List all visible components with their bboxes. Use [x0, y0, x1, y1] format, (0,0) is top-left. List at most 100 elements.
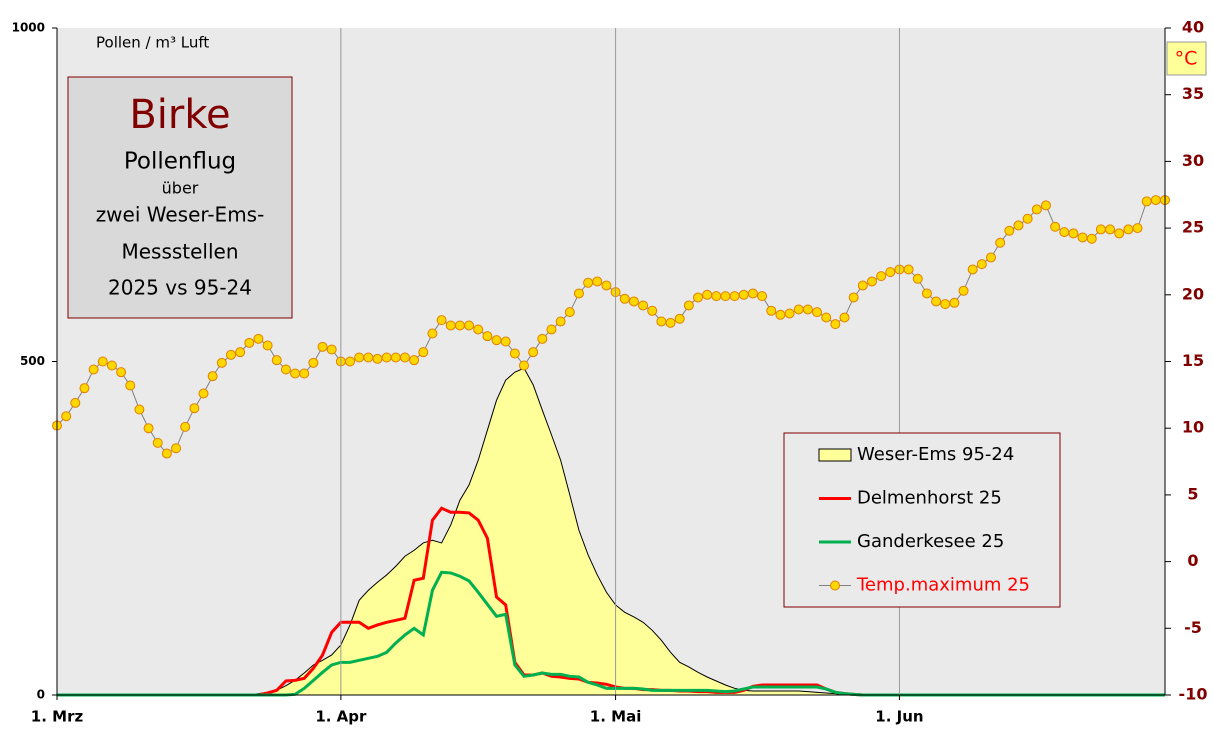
marker [647, 305, 658, 316]
marker [509, 348, 520, 359]
marker [363, 352, 374, 363]
y2-tick-label: 0 [1187, 551, 1198, 570]
y2-label-box [1166, 41, 1207, 76]
legend-swatch [830, 580, 840, 591]
marker [665, 317, 676, 328]
marker [1141, 196, 1152, 207]
marker [1114, 228, 1125, 239]
y-axis-label: Pollen / m³ Luft [96, 34, 209, 52]
marker [903, 264, 914, 275]
marker [555, 316, 566, 327]
marker [1150, 195, 1161, 206]
y2-tick-label: 20 [1182, 284, 1204, 303]
legend-label: Delmenhorst 25 [857, 488, 1002, 509]
marker [1050, 221, 1061, 232]
marker [601, 280, 612, 291]
marker [766, 305, 777, 316]
marker [738, 289, 749, 300]
annotation: über [162, 179, 199, 198]
marker [711, 291, 722, 302]
marker [79, 383, 90, 394]
marker [720, 291, 731, 302]
marker [757, 291, 768, 302]
legend-label: Weser-Ems 95-24 [857, 444, 1014, 465]
marker [683, 300, 694, 311]
marker [628, 296, 639, 307]
marker [491, 335, 502, 346]
marker [921, 288, 932, 299]
y2-tick-label: -10 [1179, 685, 1208, 704]
annotation: Pollenflug [124, 149, 236, 175]
marker [775, 309, 786, 320]
marker [692, 292, 703, 303]
marker [97, 356, 108, 367]
marker [180, 421, 191, 432]
x-tick-label: 1. Jun [875, 708, 923, 726]
marker [931, 296, 942, 307]
marker [986, 252, 997, 263]
area-fill [57, 368, 1165, 695]
y-tick-label: 1000 [12, 21, 45, 35]
y2-tick-label: 15 [1182, 351, 1204, 370]
marker [372, 353, 383, 364]
marker [482, 331, 493, 342]
marker [793, 304, 804, 315]
marker [88, 364, 99, 375]
annotation: 2025 vs 95-24 [108, 276, 252, 300]
marker [656, 316, 667, 327]
marker [839, 312, 850, 323]
y2-tick-label: 10 [1182, 418, 1204, 437]
marker [161, 448, 172, 459]
legend-box [783, 432, 1061, 608]
marker [61, 411, 72, 422]
marker [207, 371, 218, 382]
x-tick-label: 1. Mrz [31, 708, 84, 726]
marker [427, 328, 438, 339]
marker [1095, 224, 1106, 235]
marker [912, 273, 923, 284]
marker [235, 347, 246, 358]
marker [876, 271, 887, 282]
marker [1132, 223, 1143, 234]
y2-tick-label: 35 [1182, 84, 1204, 103]
y2-tick-label: 40 [1182, 18, 1204, 37]
marker [134, 404, 145, 415]
marker [381, 352, 392, 363]
marker [354, 352, 365, 363]
legend-label: Ganderkesee 25 [857, 531, 1004, 552]
marker [152, 437, 163, 448]
title-box [67, 76, 293, 319]
marker [106, 360, 117, 371]
marker [702, 289, 713, 300]
chart-title: Birke [129, 92, 230, 138]
marker [116, 367, 127, 378]
marker [1004, 225, 1015, 236]
marker [830, 319, 841, 330]
legend-label: Temp.maximum 25 [856, 575, 1030, 596]
marker [592, 276, 603, 287]
marker [885, 267, 896, 278]
marker [1031, 204, 1042, 215]
marker [399, 352, 410, 363]
y2-tick-label: 30 [1182, 151, 1204, 170]
marker [454, 320, 465, 331]
marker [280, 364, 291, 375]
marker [821, 312, 832, 323]
marker [189, 403, 200, 414]
y-tick-label: 0 [37, 688, 45, 702]
marker [638, 300, 649, 311]
marker [317, 341, 328, 352]
marker [253, 333, 264, 344]
marker [143, 423, 154, 434]
marker [1022, 213, 1033, 224]
y2-tick-label: 25 [1182, 218, 1204, 237]
marker [1040, 200, 1051, 211]
marker [125, 380, 136, 391]
marker [729, 291, 740, 302]
marker [519, 360, 530, 371]
marker [70, 397, 81, 408]
marker [198, 388, 209, 399]
marker [1059, 227, 1070, 238]
marker [1068, 228, 1079, 239]
annotation: Messstellen [121, 240, 238, 264]
